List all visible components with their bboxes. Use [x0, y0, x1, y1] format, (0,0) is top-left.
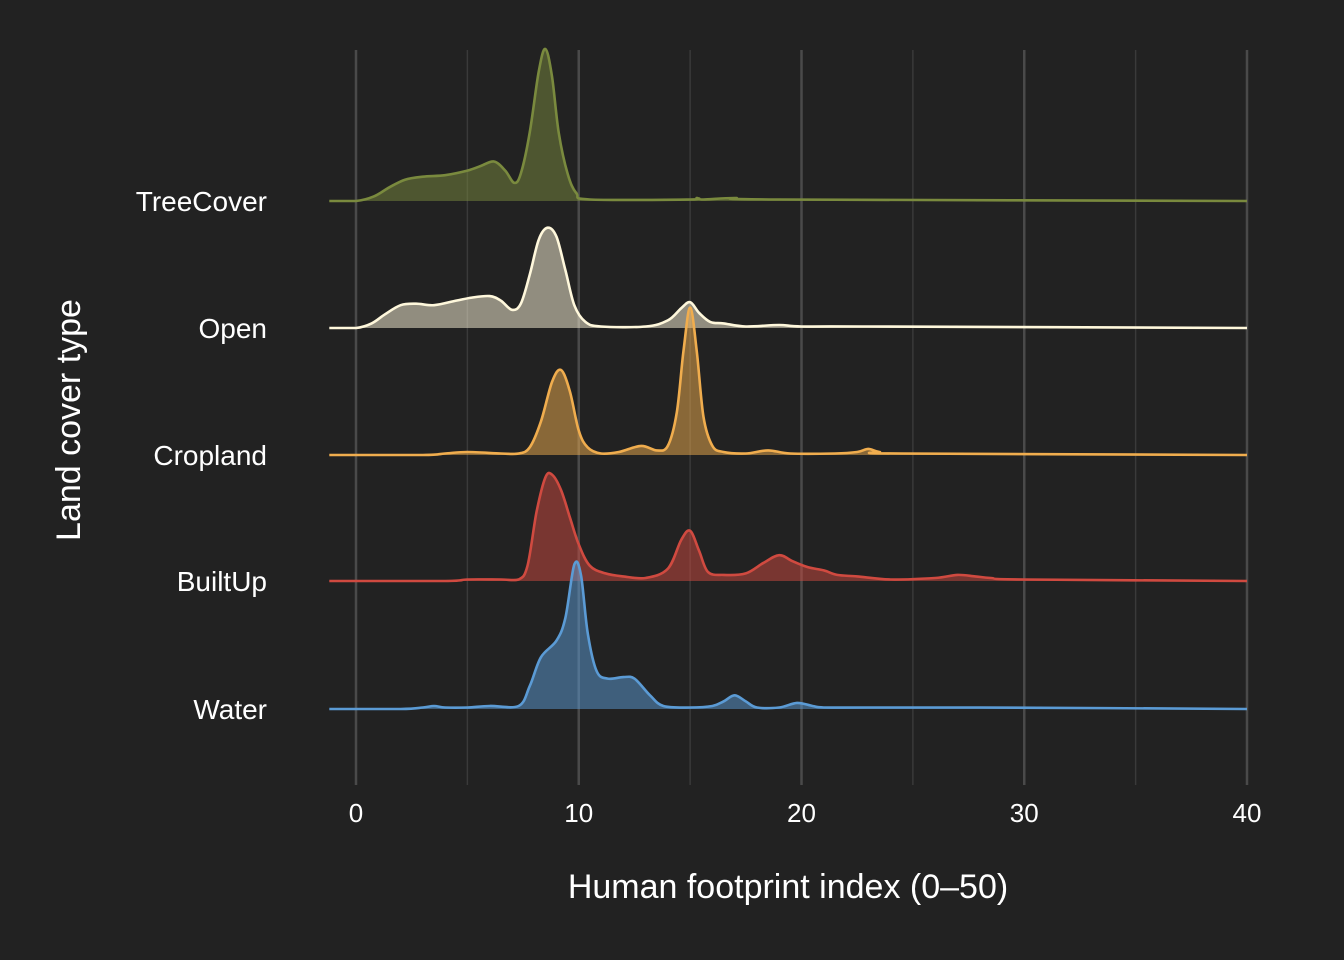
ridge-line-tree-cover [329, 47, 1248, 203]
x-tick-label-40: 40 [1233, 798, 1262, 828]
ridge-line-cropland [329, 306, 1248, 457]
ridge-built-up [329, 471, 1248, 583]
ridges [329, 47, 1248, 711]
ridge-line-water [329, 560, 1248, 711]
y-category-label-tree-cover: TreeCover [136, 186, 267, 217]
ridge-area-water [329, 561, 1247, 709]
x-tick-label-0: 0 [349, 798, 363, 828]
ridge-line-built-up [329, 471, 1248, 583]
x-axis-ticks: 0 10 20 30 40 [349, 798, 1262, 828]
y-category-label-built-up: BuiltUp [177, 566, 267, 597]
ridge-water [329, 560, 1248, 711]
y-axis-title: Land cover type [50, 299, 88, 541]
x-tick-label-30: 30 [1010, 798, 1039, 828]
ridge-tree-cover [329, 47, 1248, 203]
ridge-open [329, 226, 1248, 330]
y-axis-category-labels: TreeCover Open Cropland BuiltUp Water [136, 186, 267, 725]
ridge-line-open [329, 226, 1248, 330]
ridge-area-open [329, 227, 1247, 328]
ridge-area-built-up [329, 472, 1247, 581]
x-tick-label-20: 20 [787, 798, 816, 828]
y-category-label-open: Open [199, 313, 268, 344]
ridge-area-cropland [329, 307, 1247, 455]
ridge-area-tree-cover [329, 48, 1247, 202]
y-category-label-water: Water [193, 694, 267, 725]
ridge-cropland [329, 306, 1248, 457]
x-tick-label-10: 10 [564, 798, 593, 828]
y-category-label-cropland: Cropland [153, 440, 267, 471]
x-axis-title: Human footprint index (0–50) [568, 868, 1008, 906]
